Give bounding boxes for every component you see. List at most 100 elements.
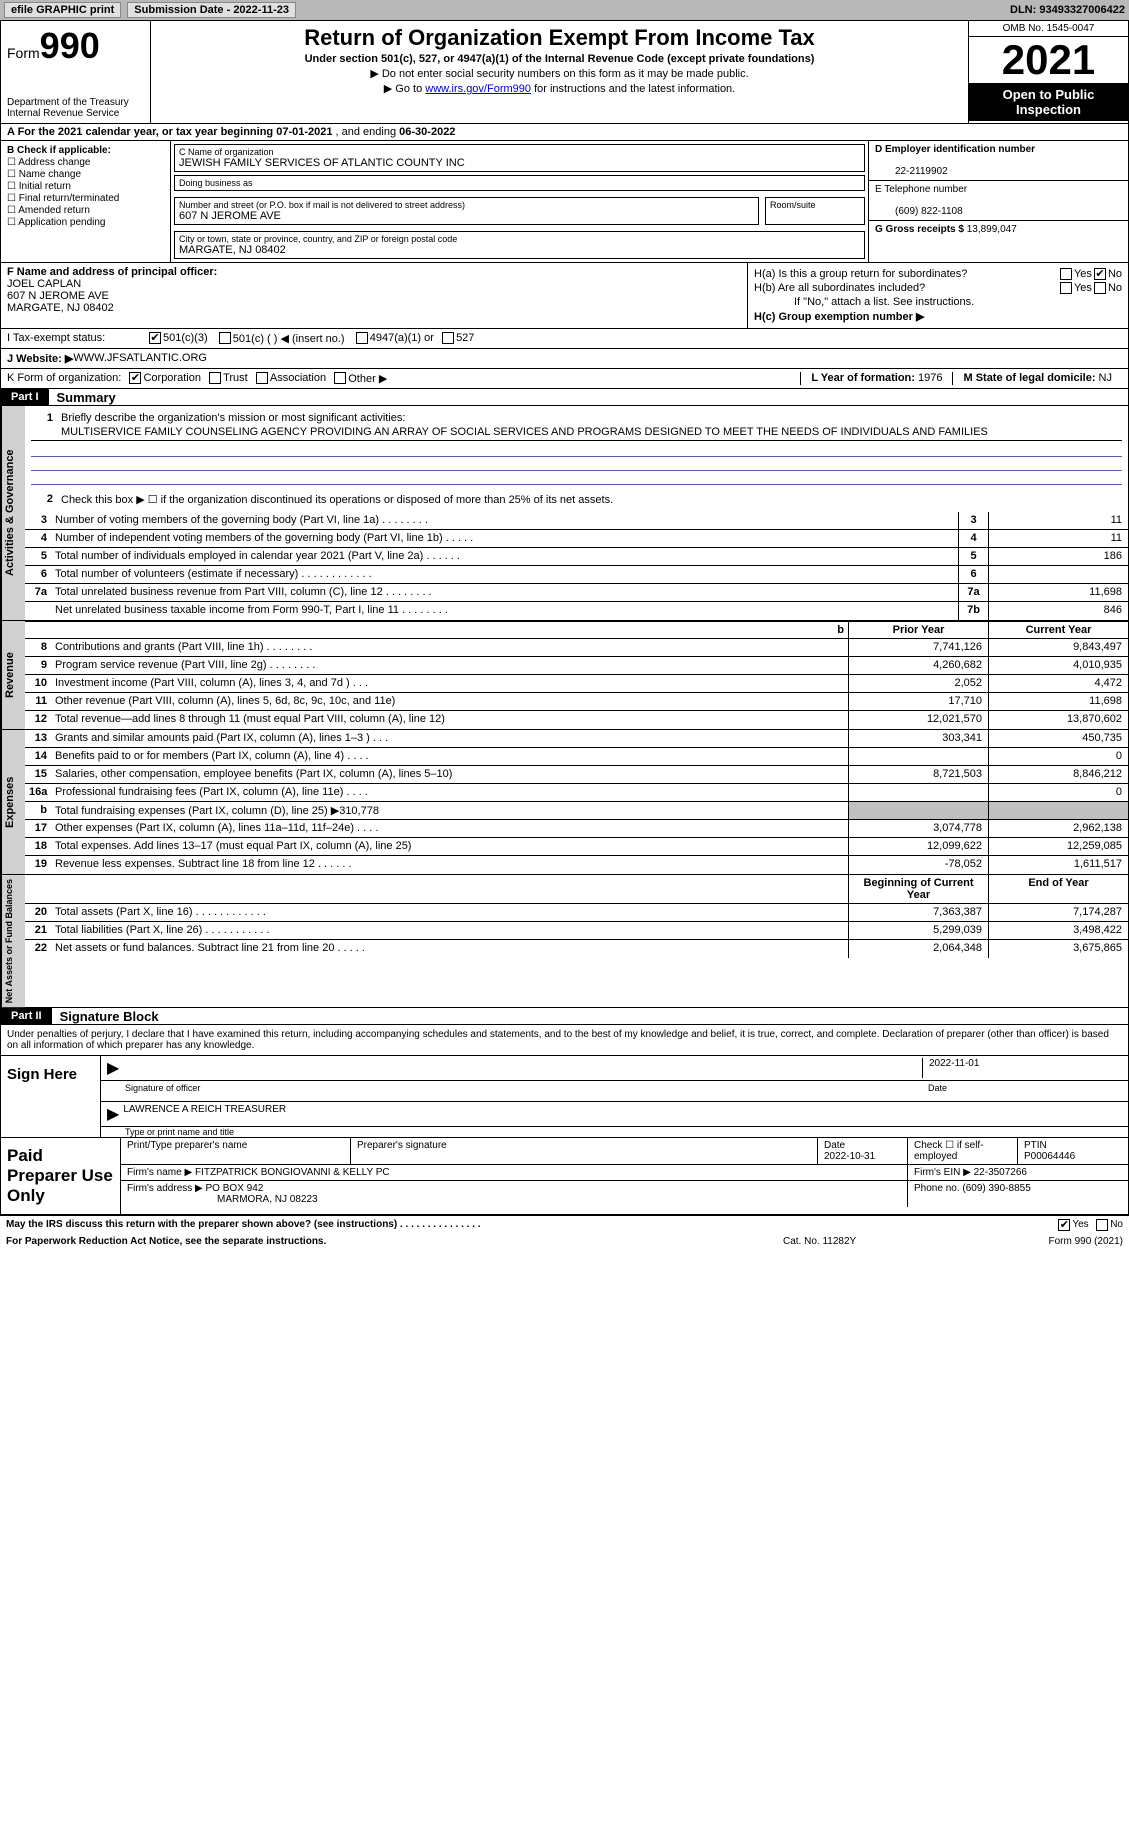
- ptin-value: P00064446: [1024, 1151, 1075, 1162]
- summary-row: 3Number of voting members of the governi…: [25, 512, 1128, 530]
- org-address: 607 N JEROME AVE: [179, 210, 754, 222]
- cb-amended-return[interactable]: ☐ Amended return: [7, 205, 164, 216]
- cb-address-change[interactable]: ☐ Address change: [7, 157, 164, 168]
- cb-initial-return[interactable]: ☐ Initial return: [7, 181, 164, 192]
- footer-row: For Paperwork Reduction Act Notice, see …: [0, 1234, 1129, 1249]
- room-suite-label: Room/suite: [770, 200, 860, 210]
- cb-name-change[interactable]: ☐ Name change: [7, 169, 164, 180]
- cb-trust[interactable]: [209, 372, 221, 384]
- summary-row: 5Total number of individuals employed in…: [25, 548, 1128, 566]
- row-k-form-org: K Form of organization: Corporation Trus…: [0, 369, 1129, 389]
- form-header: Form990 Department of the Treasury Inter…: [0, 20, 1129, 124]
- expense-row: 16aProfessional fundraising fees (Part I…: [25, 784, 1128, 802]
- cb-association[interactable]: [256, 372, 268, 384]
- cb-501c3[interactable]: [149, 332, 161, 344]
- efile-button[interactable]: efile GRAPHIC print: [4, 2, 121, 18]
- dba-label: Doing business as: [179, 178, 860, 188]
- side-net-assets: Net Assets or Fund Balances: [1, 875, 25, 1007]
- discuss-yes-checkbox[interactable]: [1058, 1219, 1070, 1231]
- section-bcd: B Check if applicable: ☐ Address change …: [0, 141, 1129, 263]
- part-1-header: Part I Summary: [0, 389, 1129, 406]
- website-value: WWW.JFSATLANTIC.ORG: [73, 352, 207, 365]
- cb-501c[interactable]: [219, 332, 231, 344]
- col-c-org-info: C Name of organization JEWISH FAMILY SER…: [171, 141, 868, 262]
- net-row: 22Net assets or fund balances. Subtract …: [25, 940, 1128, 958]
- form-title: Return of Organization Exempt From Incom…: [159, 25, 960, 51]
- irs-discuss-row: May the IRS discuss this return with the…: [0, 1215, 1129, 1234]
- org-name: JEWISH FAMILY SERVICES OF ATLANTIC COUNT…: [179, 157, 860, 169]
- side-expenses: Expenses: [1, 730, 25, 874]
- expense-row: 18Total expenses. Add lines 13–17 (must …: [25, 838, 1128, 856]
- sign-here-label: Sign Here: [1, 1056, 101, 1137]
- section-expenses: Expenses 13Grants and similar amounts pa…: [0, 730, 1129, 875]
- section-activities: Activities & Governance 1Briefly describ…: [0, 406, 1129, 621]
- discuss-no-checkbox[interactable]: [1096, 1219, 1108, 1231]
- ein-value: 22-2119902: [875, 166, 948, 177]
- omb-number: OMB No. 1545-0047: [969, 21, 1128, 37]
- section-net-assets: Net Assets or Fund Balances Beginning of…: [0, 875, 1129, 1008]
- form-number: Form990: [7, 25, 144, 67]
- row-j-website: J Website: ▶ WWW.JFSATLANTIC.ORG: [0, 349, 1129, 369]
- revenue-row: 9Program service revenue (Part VIII, lin…: [25, 657, 1128, 675]
- summary-row: 7aTotal unrelated business revenue from …: [25, 584, 1128, 602]
- col-h-group: H(a) Is this a group return for subordin…: [748, 263, 1128, 328]
- dln-label: DLN: 93493327006422: [1010, 4, 1125, 16]
- tax-year: 2021: [969, 37, 1128, 83]
- revenue-row: 12Total revenue—add lines 8 through 11 (…: [25, 711, 1128, 729]
- expense-row: 14Benefits paid to or for members (Part …: [25, 748, 1128, 766]
- cb-application-pending[interactable]: ☐ Application pending: [7, 217, 164, 228]
- cb-corporation[interactable]: [129, 372, 141, 384]
- telephone-value: (609) 822-1108: [875, 206, 963, 217]
- net-row: 21Total liabilities (Part X, line 26) . …: [25, 922, 1128, 940]
- expense-row: 15Salaries, other compensation, employee…: [25, 766, 1128, 784]
- side-revenue: Revenue: [1, 621, 25, 729]
- sig-declaration: Under penalties of perjury, I declare th…: [1, 1025, 1128, 1056]
- col-d-ein: D Employer identification number 22-2119…: [868, 141, 1128, 262]
- row-i-tax-status: I Tax-exempt status: 501(c)(3) 501(c) ( …: [0, 329, 1129, 349]
- expense-row: bTotal fundraising expenses (Part IX, co…: [25, 802, 1128, 820]
- summary-row: 4Number of independent voting members of…: [25, 530, 1128, 548]
- cb-final-return[interactable]: ☐ Final return/terminated: [7, 193, 164, 204]
- ha-no-checkbox[interactable]: [1094, 268, 1106, 280]
- revenue-row: 10Investment income (Part VIII, column (…: [25, 675, 1128, 693]
- section-revenue: Revenue b Prior Year Current Year 8Contr…: [0, 621, 1129, 730]
- side-activities: Activities & Governance: [1, 406, 25, 620]
- hb-yes-checkbox[interactable]: [1060, 282, 1072, 294]
- expense-row: 17Other expenses (Part IX, column (A), l…: [25, 820, 1128, 838]
- hb-no-checkbox[interactable]: [1094, 282, 1106, 294]
- irs-link[interactable]: www.irs.gov/Form990: [425, 83, 531, 95]
- submission-date: Submission Date - 2022-11-23: [127, 2, 296, 18]
- col-f-officer: F Name and address of principal officer:…: [1, 263, 748, 328]
- expense-row: 13Grants and similar amounts paid (Part …: [25, 730, 1128, 748]
- paid-preparer-label: Paid Preparer Use Only: [1, 1138, 121, 1214]
- part-2-header: Part II Signature Block: [0, 1008, 1129, 1025]
- officer-name: LAWRENCE A REICH TREASURER: [123, 1104, 286, 1124]
- row-a-tax-year: A For the 2021 calendar year, or tax yea…: [0, 124, 1129, 141]
- form-note-2: ▶ Go to www.irs.gov/Form990 for instruct…: [159, 82, 960, 95]
- net-row: 20Total assets (Part X, line 16) . . . .…: [25, 904, 1128, 922]
- paid-preparer-section: Paid Preparer Use Only Print/Type prepar…: [1, 1137, 1128, 1214]
- dept-label: Department of the Treasury Internal Reve…: [7, 97, 144, 119]
- form-note-1: ▶ Do not enter social security numbers o…: [159, 67, 960, 80]
- org-city: MARGATE, NJ 08402: [179, 244, 860, 256]
- cb-527[interactable]: [442, 332, 454, 344]
- arrow-icon: ▶: [107, 1058, 119, 1078]
- signature-block: Under penalties of perjury, I declare th…: [0, 1025, 1129, 1215]
- mission-text: MULTISERVICE FAMILY COUNSELING AGENCY PR…: [31, 426, 1122, 441]
- summary-row: Net unrelated business taxable income fr…: [25, 602, 1128, 620]
- open-inspection: Open to Public Inspection: [969, 83, 1128, 121]
- revenue-row: 8Contributions and grants (Part VIII, li…: [25, 639, 1128, 657]
- revenue-row: 11Other revenue (Part VIII, column (A), …: [25, 693, 1128, 711]
- expense-row: 19Revenue less expenses. Subtract line 1…: [25, 856, 1128, 874]
- section-fh: F Name and address of principal officer:…: [0, 263, 1129, 329]
- sig-date: 2022-11-01: [922, 1058, 1122, 1078]
- firm-name: FITZPATRICK BONGIOVANNI & KELLY PC: [195, 1167, 390, 1178]
- ha-yes-checkbox[interactable]: [1060, 268, 1072, 280]
- summary-row: 6Total number of volunteers (estimate if…: [25, 566, 1128, 584]
- form-subtitle: Under section 501(c), 527, or 4947(a)(1)…: [159, 53, 960, 65]
- top-toolbar: efile GRAPHIC print Submission Date - 20…: [0, 0, 1129, 20]
- cb-4947[interactable]: [356, 332, 368, 344]
- col-b-checkboxes: B Check if applicable: ☐ Address change …: [1, 141, 171, 262]
- cb-other[interactable]: [334, 372, 346, 384]
- arrow-icon: ▶: [107, 1104, 119, 1124]
